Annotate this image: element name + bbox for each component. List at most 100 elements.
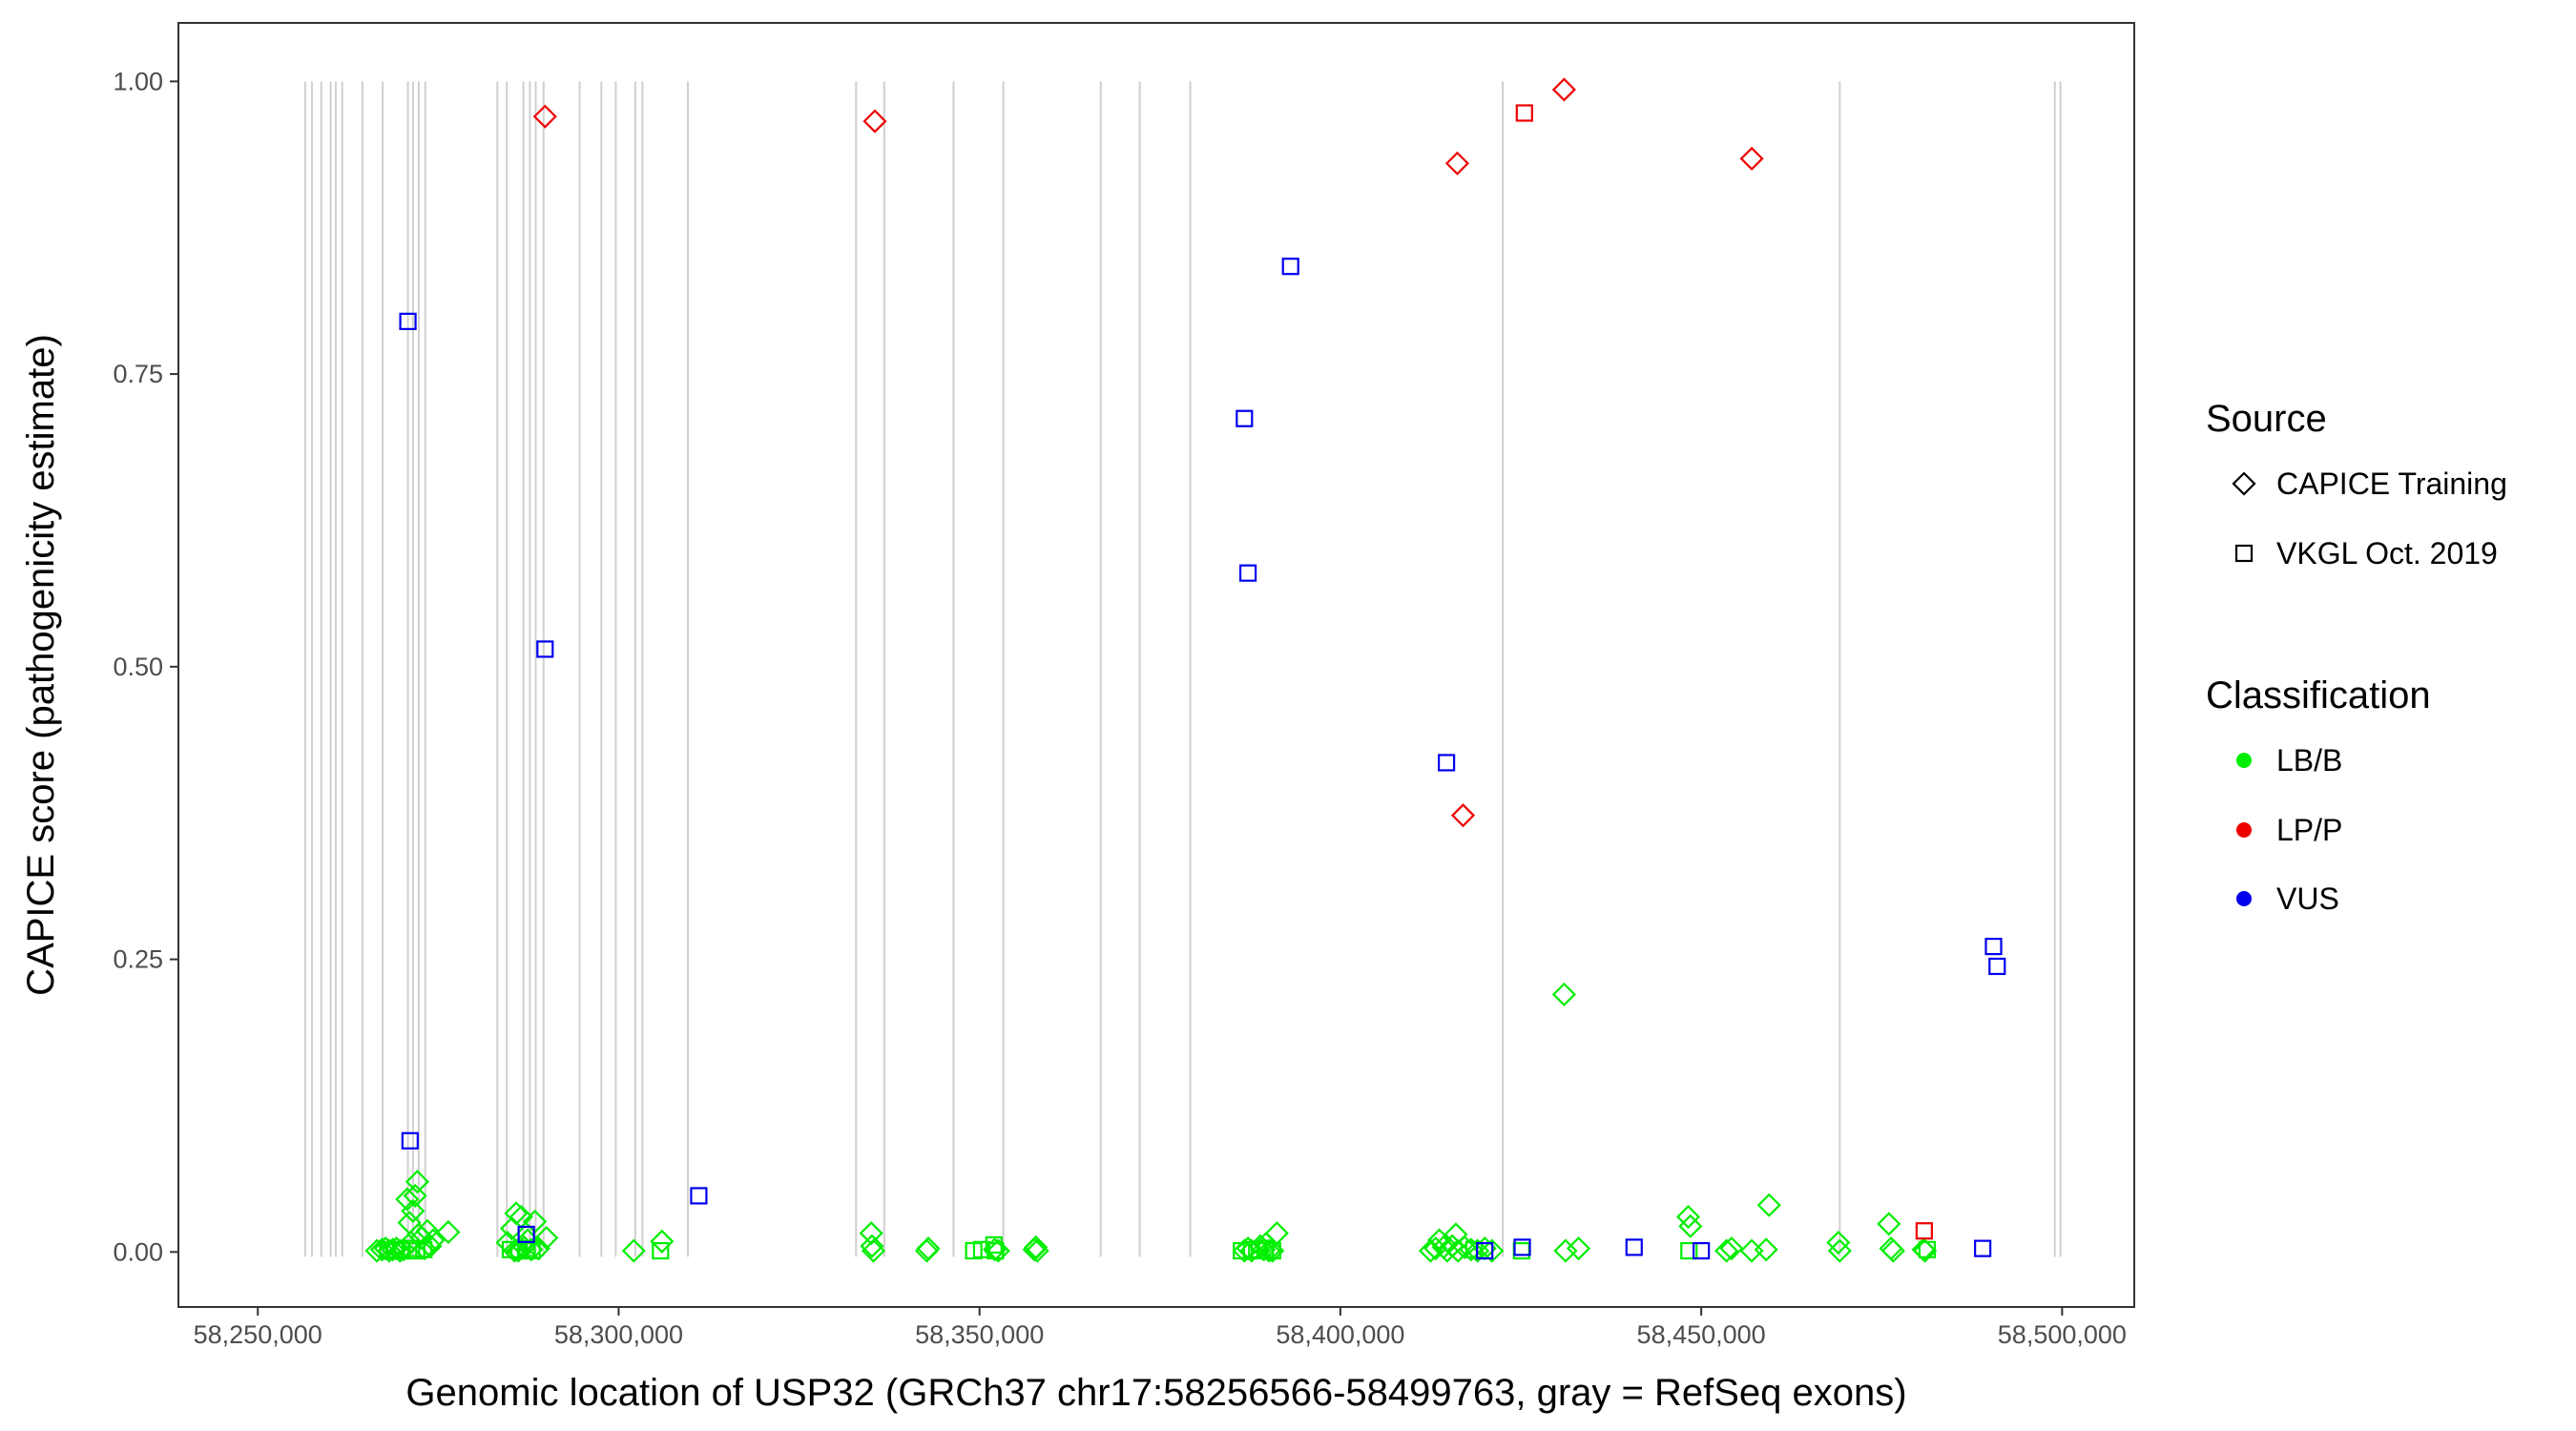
plot-panel-border (177, 22, 2135, 1308)
diamond-point-lb-b (1445, 1238, 1470, 1263)
x-tick-label: 58,450,000 (1637, 1320, 1766, 1349)
diamond-point-lp-p (1739, 146, 1764, 171)
diamond-point-lp-p (1444, 151, 1469, 176)
data-points (364, 77, 2006, 1263)
diamond-point-lb-b (1566, 1236, 1591, 1261)
legend-title-source: Source (2206, 398, 2327, 440)
diamond-point-lb-b (1480, 1238, 1505, 1263)
diamond-point-lb-b (621, 1238, 646, 1263)
legend-key-dot (2236, 753, 2252, 768)
diamond-point-lb-b (504, 1201, 529, 1226)
legend-label-classification: LB/B (2276, 743, 2342, 778)
diamond-point-lb-b (401, 1198, 426, 1223)
y-tick-label: 0.00 (113, 1237, 163, 1266)
x-tick-label: 58,350,000 (915, 1320, 1044, 1349)
diamond-point-lb-b (986, 1238, 1010, 1263)
diamond-point-lb-b (436, 1219, 461, 1245)
diamond-point-lb-b (1257, 1238, 1281, 1263)
square-point-lb-b (518, 1239, 536, 1257)
diamond-point-lb-b (916, 1236, 941, 1261)
diamond-point-lb-b (1719, 1236, 1744, 1261)
square-point-vus (1236, 409, 1254, 427)
diamond-point-lp-p (1551, 77, 1576, 102)
diamond-point-lb-b (534, 1226, 559, 1251)
square-point-vus (1281, 258, 1299, 276)
square-point-vus (1988, 957, 2006, 976)
diamond-point-lp-p (862, 109, 887, 134)
diamond-point-lb-b (1553, 1238, 1578, 1263)
square-point-vus (1693, 1242, 1711, 1260)
diamond-point-lb-b (395, 1187, 420, 1212)
x-tick-label: 58,250,000 (194, 1320, 322, 1349)
square-point-lp-p (1515, 104, 1533, 122)
square-point-lb-b (1465, 1240, 1483, 1258)
x-tick-label: 58,500,000 (1998, 1320, 2127, 1349)
square-point-vus (1476, 1242, 1494, 1260)
square-point-vus (1437, 754, 1456, 772)
y-axis-title: CAPICE score (pathogenicity estimate) (20, 334, 62, 996)
diamond-point-lb-b (1877, 1212, 1901, 1236)
diamond-point-lb-b (1551, 982, 1576, 1006)
diamond-point-lb-b (1714, 1238, 1739, 1263)
square-point-vus (401, 1131, 419, 1150)
legend-key-dot (2236, 822, 2252, 838)
y-tick-label: 1.00 (113, 67, 163, 95)
square-point-lb-b (1263, 1242, 1281, 1260)
x-tick-label: 58,300,000 (554, 1320, 683, 1349)
diamond-point-lb-b (1913, 1238, 1938, 1263)
legend-key-dot (2236, 891, 2252, 906)
diamond-point-lb-b (1678, 1213, 1703, 1238)
square-point-lb-b (523, 1242, 541, 1260)
legend-label-source: VKGL Oct. 2019 (2276, 536, 2498, 570)
diamond-point-lb-b (1754, 1237, 1778, 1262)
square-point-lb-b (985, 1235, 1003, 1255)
square-point-vus (690, 1187, 708, 1205)
square-point-vus (1625, 1238, 1643, 1256)
diamond-point-lb-b (1418, 1238, 1444, 1263)
square-point-vus (1984, 937, 2003, 956)
diamond-point-lb-b (1675, 1204, 1701, 1230)
legend-label-classification: VUS (2276, 881, 2339, 916)
y-tick-label: 0.50 (113, 653, 163, 681)
square-point-vus (1974, 1239, 1992, 1257)
square-point-lb-b (1251, 1242, 1269, 1260)
diamond-point-lb-b (403, 1183, 427, 1208)
diamond-point-lb-b (1025, 1238, 1049, 1263)
diamond-point-lb-b (1827, 1238, 1852, 1263)
diamond-point-lb-b (1826, 1230, 1851, 1255)
exon-lines (303, 81, 2062, 1257)
legend-label-source: CAPICE Training (2276, 467, 2507, 501)
legend-label-classification: LP/P (2276, 813, 2342, 847)
diamond-point-lp-p (1450, 803, 1476, 828)
diamond-point-lb-b (381, 1237, 405, 1262)
diamond-point-lb-b (421, 1228, 446, 1253)
y-tick-label: 0.75 (113, 360, 163, 388)
legend-title-classification: Classification (2206, 674, 2431, 716)
legend: Source CAPICE Training VKGL Oct. 2019 Class… (2206, 398, 2507, 916)
y-tick-label: 0.25 (113, 945, 163, 974)
diamond-point-lb-b (1880, 1238, 1905, 1263)
diamond-point-lp-p (532, 104, 557, 129)
legend-key-diamond (2232, 471, 2256, 496)
diamond-point-lb-b (860, 1234, 884, 1258)
square-point-vus (399, 312, 417, 330)
diamond-point-lb-b (861, 1238, 886, 1263)
square-point-vus (1238, 564, 1257, 582)
square-point-vus (1513, 1238, 1531, 1256)
square-point-lb-b (1918, 1240, 1936, 1258)
square-point-lp-p (1915, 1222, 1933, 1240)
x-tick-label: 58,400,000 (1276, 1320, 1404, 1349)
square-point-lb-b (403, 1239, 421, 1257)
square-point-lb-b (972, 1240, 991, 1258)
square-point-lb-b (1233, 1242, 1251, 1260)
x-axis: 58,250,000 58,300,000 58,350,000 58,400,000… (194, 1307, 2127, 1349)
diamond-point-lb-b (1024, 1234, 1049, 1259)
y-axis: 0.00 0.25 0.50 0.75 1.00 (113, 67, 178, 1266)
diamond-point-lb-b (650, 1229, 675, 1254)
x-axis-title: Genomic location of USP32 (GRCh37 chr17:… (405, 1372, 1906, 1414)
diamond-point-lb-b (1452, 1234, 1477, 1259)
square-point-lb-b (652, 1242, 670, 1260)
diamond-point-lb-b (405, 1170, 429, 1194)
